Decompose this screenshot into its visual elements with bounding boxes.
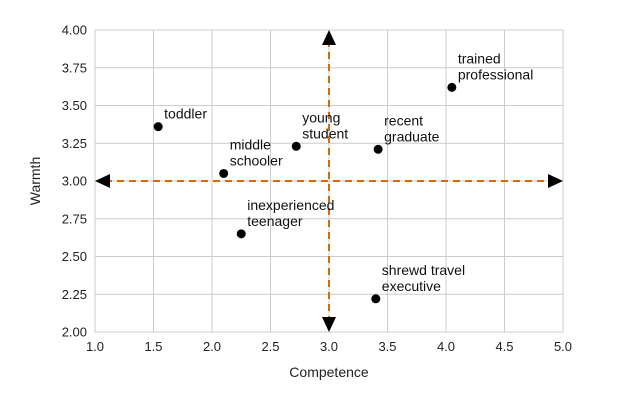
point-label-line: professional (458, 66, 533, 82)
y-axis-label: Warmth (27, 157, 43, 205)
tick-labels: 1.0 1.5 2.0 2.5 3.0 3.5 4.0 4.5 5.0 2.00 2.25 2.50 2… (62, 23, 572, 355)
x-tick-label: 2.5 (261, 339, 279, 354)
point-label: shrewd travel executive (382, 262, 465, 294)
x-tick-label: 3.0 (320, 339, 338, 354)
point-label: recent graduate (384, 112, 439, 144)
point-label-line: executive (382, 278, 441, 294)
point-label-line: middle (230, 136, 271, 152)
reference-lines (95, 30, 563, 332)
point-label-line: graduate (384, 128, 439, 144)
y-tick-label: 4.00 (62, 23, 87, 38)
point-label-line: recent (384, 112, 423, 128)
x-tick-label: 4.0 (437, 339, 455, 354)
y-tick-label: 3.50 (62, 98, 87, 113)
data-point (447, 82, 457, 92)
y-tick-label: 3.75 (62, 60, 87, 75)
point-label: middle schooler (230, 136, 283, 168)
arrow-right-icon (548, 174, 563, 188)
data-points: toddler middle schooler young student recent g… (153, 50, 533, 304)
arrow-left-icon (95, 174, 110, 188)
point-label: trained professional (458, 50, 533, 82)
data-point (373, 144, 383, 154)
data-point (371, 294, 381, 304)
data-point (219, 168, 229, 178)
x-tick-label: 3.5 (378, 339, 396, 354)
x-tick-label: 4.5 (495, 339, 513, 354)
point-label-line: trained (458, 50, 501, 66)
data-point (236, 229, 246, 239)
x-tick-label: 1.0 (86, 339, 104, 354)
point-label-line: young (302, 109, 340, 125)
arrow-down-icon (322, 317, 336, 332)
point-label: toddler (164, 106, 207, 122)
y-tick-label: 2.25 (62, 287, 87, 302)
y-tick-label: 3.00 (62, 174, 87, 189)
point-label-line: shrewd travel (382, 262, 465, 278)
point-label-line: teenager (247, 213, 303, 229)
point-label: inexperienced teenager (247, 197, 334, 229)
y-tick-label: 2.75 (62, 211, 87, 226)
y-tick-label: 2.50 (62, 249, 87, 264)
arrow-up-icon (322, 30, 336, 45)
x-axis-label: Competence (289, 364, 369, 380)
y-tick-label: 2.00 (62, 325, 87, 340)
x-tick-label: 1.5 (144, 339, 162, 354)
x-tick-label: 5.0 (554, 339, 572, 354)
point-label-line: inexperienced (247, 197, 334, 213)
point-label-line: toddler (164, 106, 207, 122)
x-tick-label: 2.0 (203, 339, 221, 354)
point-label: young student (302, 109, 348, 141)
data-point (291, 141, 301, 151)
y-tick-label: 3.25 (62, 136, 87, 151)
point-label-line: schooler (230, 152, 283, 168)
point-label-line: student (302, 125, 348, 141)
data-point (153, 122, 163, 132)
